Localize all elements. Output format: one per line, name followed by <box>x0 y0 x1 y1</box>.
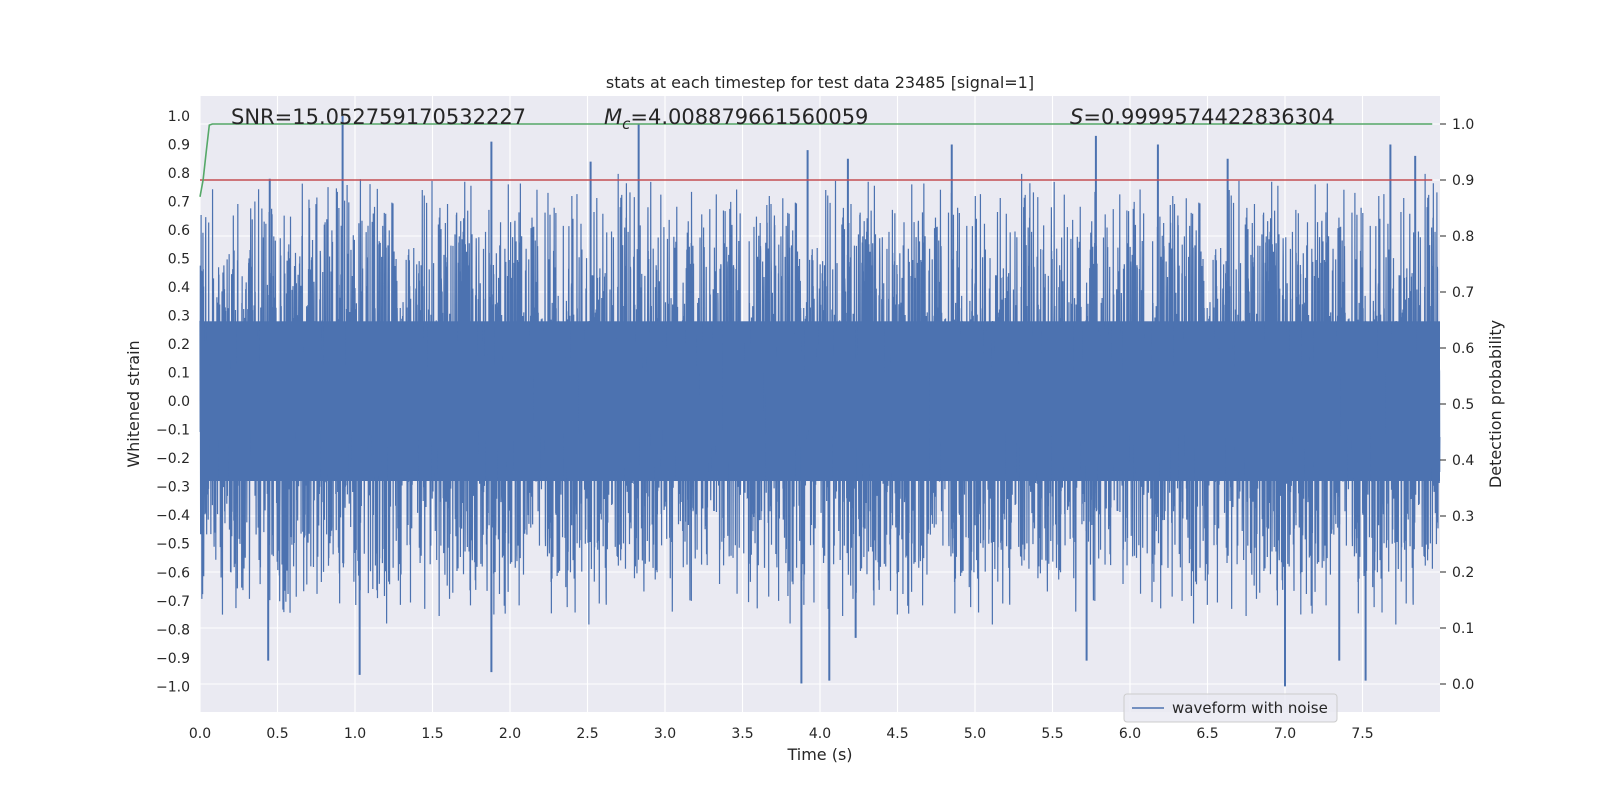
detection-probability-line <box>199 123 1433 197</box>
x-tick-label: 4.0 <box>809 726 831 742</box>
y-left-tick-label: −0.4 <box>156 508 190 524</box>
y-left-axis-ticks: 1.0 0.9 0.8 0.7 0.6 0.5 0.4 0.3 0.2 0.1 0.0 −0.1 −0.… <box>156 109 190 695</box>
y-right-axis-label: Detection probability <box>1486 320 1505 488</box>
y-right-axis-ticks: 1.0 0.9 0.8 0.7 0.6 0.5 0.4 0.3 0.2 0.1 0.0 <box>1440 117 1474 693</box>
y-right-tick-label: 0.4 <box>1452 453 1474 469</box>
score-annotation: S=0.9999574422836304 <box>1070 105 1335 129</box>
y-left-tick-label: 0.4 <box>168 280 190 296</box>
y-left-tick-label: −0.2 <box>156 451 190 467</box>
y-left-tick-label: −0.1 <box>156 423 190 439</box>
y-right-tick-label: 0.8 <box>1452 229 1474 245</box>
chirp-mass-annotation: Mc=4.008879661560059 <box>604 105 868 133</box>
y-left-tick-label: 1.0 <box>168 109 190 125</box>
x-tick-label: 4.5 <box>886 726 908 742</box>
x-tick-label: 6.0 <box>1119 726 1141 742</box>
y-right-tick-label: 0.3 <box>1452 509 1474 525</box>
score-symbol: S <box>1070 105 1083 129</box>
y-right-tick-label: 0.1 <box>1452 621 1474 637</box>
y-left-tick-label: 0.8 <box>168 166 190 182</box>
x-axis-ticks: 0.0 0.5 1.0 1.5 2.0 2.5 3.0 3.5 4.0 4.5 5.0 5.5 6.0 6… <box>189 726 1374 742</box>
x-tick-label: 5.0 <box>964 726 986 742</box>
y-right-tick-label: 1.0 <box>1452 117 1474 133</box>
chart-title: stats at each timestep for test data 234… <box>606 73 1034 92</box>
y-left-tick-label: 0.0 <box>168 394 190 410</box>
legend-box <box>1123 693 1338 723</box>
x-tick-label: 3.5 <box>731 726 753 742</box>
y-left-tick-label: −0.5 <box>156 537 190 553</box>
y-left-axis-label: Whitened strain <box>124 340 143 467</box>
x-tick-label: 0.0 <box>189 726 211 742</box>
y-left-tick-label: 0.1 <box>168 366 190 382</box>
legend: waveform with noise <box>1123 693 1338 723</box>
x-tick-label: 7.5 <box>1351 726 1373 742</box>
y-left-tick-label: 0.3 <box>168 309 190 325</box>
x-tick-label: 2.0 <box>499 726 521 742</box>
x-tick-label: 6.5 <box>1196 726 1218 742</box>
y-right-tick-label: 0.0 <box>1452 677 1474 693</box>
y-left-tick-label: −0.3 <box>156 480 190 496</box>
y-left-tick-label: −0.8 <box>156 622 190 638</box>
x-tick-label: 1.0 <box>344 726 366 742</box>
x-axis-label: Time (s) <box>786 745 852 764</box>
legend-label: waveform with noise <box>1172 699 1328 717</box>
waveform-line <box>199 173 1441 625</box>
y-left-tick-label: −0.6 <box>156 565 190 581</box>
x-tick-label: 5.5 <box>1041 726 1063 742</box>
chirp-mass-value: =4.008879661560059 <box>630 105 868 129</box>
x-tick-label: 7.0 <box>1274 726 1296 742</box>
y-right-tick-label: 0.7 <box>1452 285 1474 301</box>
y-left-tick-label: 0.2 <box>168 337 190 353</box>
y-right-tick-label: 0.2 <box>1452 565 1474 581</box>
y-left-tick-label: 0.6 <box>168 223 190 239</box>
y-right-tick-label: 0.9 <box>1452 173 1474 189</box>
y-left-tick-label: −0.7 <box>156 594 190 610</box>
score-value: =0.9999574422836304 <box>1083 105 1334 129</box>
waveform-series <box>199 115 1441 687</box>
x-tick-label: 3.0 <box>654 726 676 742</box>
x-tick-label: 0.5 <box>266 726 288 742</box>
y-left-tick-label: −0.9 <box>156 651 190 667</box>
probability-series <box>199 123 1433 197</box>
y-right-tick-label: 0.6 <box>1452 341 1474 357</box>
y-right-tick-label: 0.5 <box>1452 397 1474 413</box>
y-left-tick-label: 0.9 <box>168 137 190 153</box>
y-left-tick-label: −1.0 <box>156 679 190 695</box>
y-left-tick-label: 0.5 <box>168 252 190 268</box>
y-left-tick-label: 0.7 <box>168 195 190 211</box>
chirp-mass-symbol: M <box>604 105 622 129</box>
snr-annotation: SNR=15.052759170532227 <box>231 105 526 129</box>
x-tick-label: 2.5 <box>576 726 598 742</box>
chirp-mass-subscript: c <box>622 115 631 133</box>
x-tick-label: 1.5 <box>421 726 443 742</box>
